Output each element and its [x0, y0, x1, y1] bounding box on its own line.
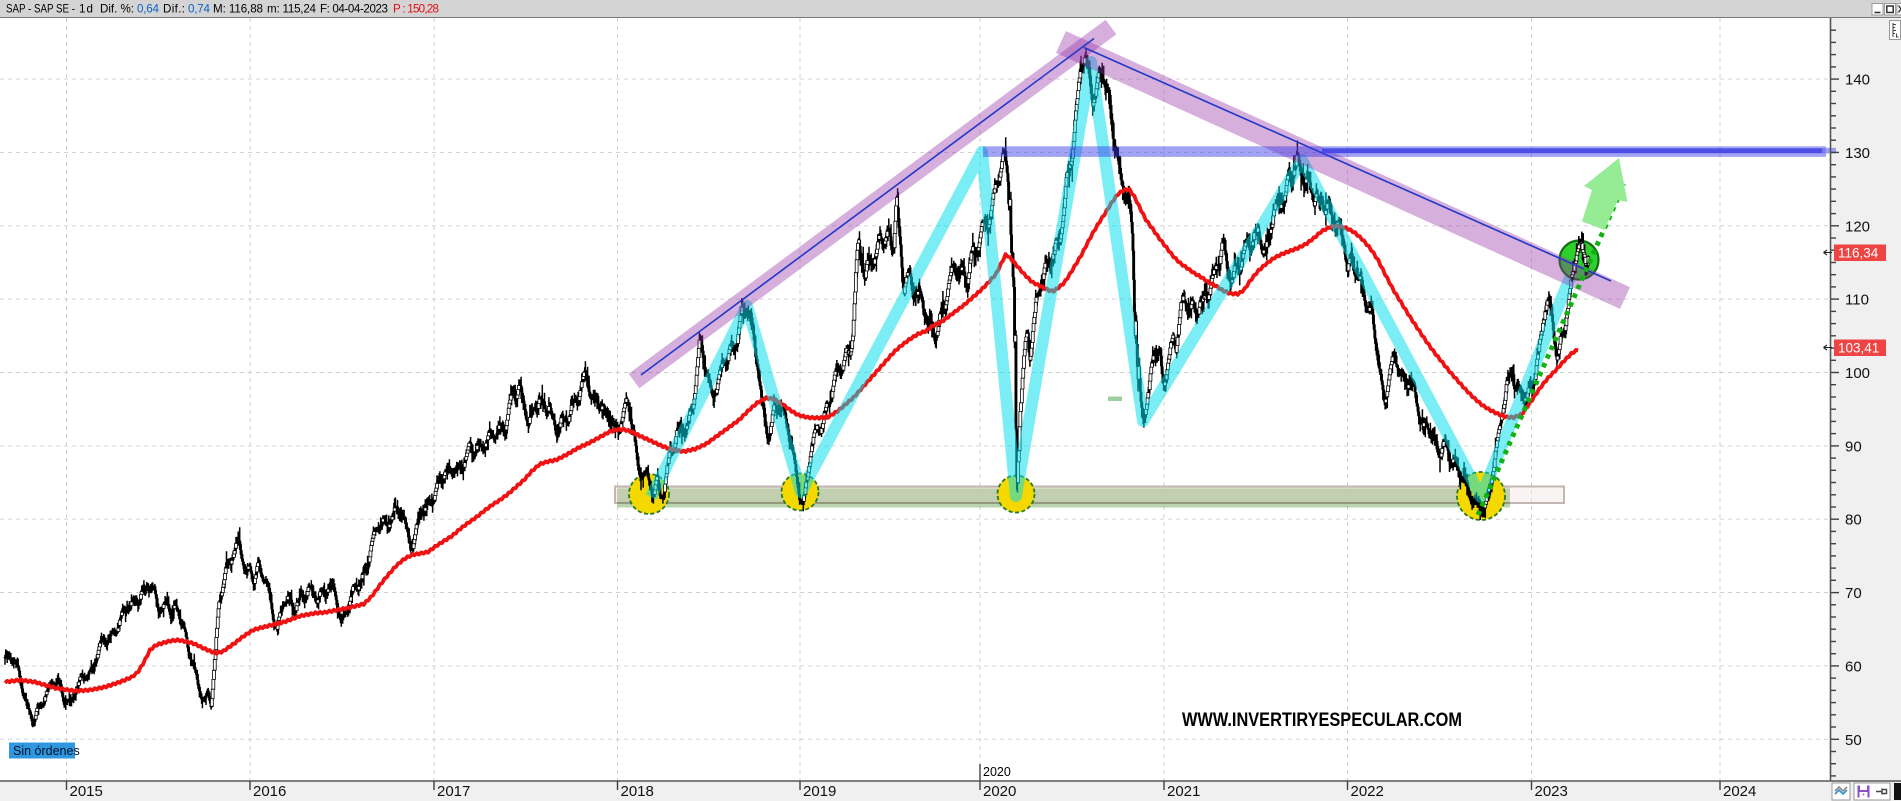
- svg-text:70: 70: [1845, 585, 1862, 602]
- svg-text:2024: 2024: [1723, 783, 1756, 800]
- svg-text:2016: 2016: [253, 783, 286, 800]
- svg-text:90: 90: [1845, 438, 1862, 455]
- svg-text:100: 100: [1845, 365, 1870, 382]
- svg-text:80: 80: [1845, 512, 1862, 529]
- svg-text:2018: 2018: [621, 783, 654, 800]
- svg-text:2020: 2020: [983, 783, 1016, 800]
- svg-text:2019: 2019: [803, 783, 836, 800]
- svg-text:110: 110: [1845, 292, 1869, 309]
- svg-text:120: 120: [1845, 218, 1870, 235]
- svg-text:60: 60: [1845, 658, 1862, 675]
- svg-text:2023: 2023: [1535, 783, 1568, 800]
- svg-text:2015: 2015: [70, 783, 103, 800]
- svg-text:2017: 2017: [437, 783, 470, 800]
- svg-text:WWW.INVERTIRYESPECULAR.COM: WWW.INVERTIRYESPECULAR.COM: [1182, 709, 1462, 731]
- svg-text:Sin órdenes: Sin órdenes: [13, 744, 80, 758]
- svg-text:2020: 2020: [983, 765, 1011, 779]
- svg-text:2022: 2022: [1351, 783, 1384, 800]
- svg-text:103,41: 103,41: [1838, 341, 1879, 356]
- svg-text:140: 140: [1845, 72, 1870, 89]
- svg-text:130: 130: [1845, 145, 1870, 162]
- svg-text:2021: 2021: [1167, 783, 1200, 800]
- svg-text:50: 50: [1845, 732, 1862, 749]
- svg-text:116,34: 116,34: [1838, 246, 1879, 261]
